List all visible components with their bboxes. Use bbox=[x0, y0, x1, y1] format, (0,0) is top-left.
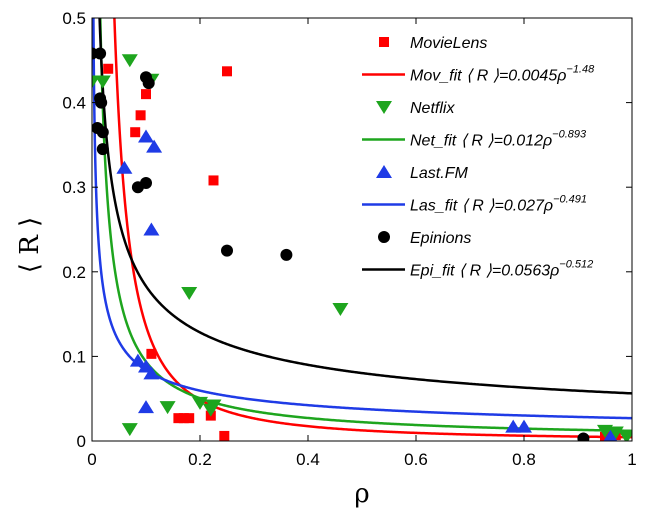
legend-net-fit-label: Net_fit ⟨ R ⟩=0.012ρ−0.893 bbox=[410, 129, 587, 150]
x-tick-label: 0.6 bbox=[404, 450, 428, 469]
last-fm-point bbox=[516, 419, 532, 433]
legend-las-fit-exponent: −0.491 bbox=[553, 194, 587, 206]
netflix-point bbox=[121, 54, 138, 68]
axes-layer: 0 0.2 0.4 0.6 0.8 1 0 0.1 0.2 0.3 0.4 0.5 bbox=[62, 9, 636, 469]
y-tick-label: 0.1 bbox=[62, 347, 86, 366]
legend-netflix-marker bbox=[376, 101, 392, 114]
netflix-point bbox=[181, 286, 198, 300]
legend-mov-fit-exponent: −1.48 bbox=[566, 64, 595, 76]
x-tick-label: 0.4 bbox=[296, 450, 320, 469]
y-tick-label: 0.4 bbox=[62, 94, 86, 113]
legend-movielens-label: MovieLens bbox=[410, 35, 487, 52]
y-tick-label: 0.3 bbox=[62, 178, 86, 197]
legend-net-fit-exponent: −0.893 bbox=[552, 129, 587, 141]
epinions-point bbox=[221, 244, 233, 257]
last-fm-point bbox=[143, 366, 160, 380]
epinions-point bbox=[96, 143, 109, 156]
last-fm-point bbox=[138, 400, 154, 414]
last-fm-point bbox=[603, 429, 618, 441]
last-fm-point bbox=[116, 160, 133, 174]
epinions-point bbox=[96, 126, 109, 139]
legend-epi-fit-exponent: −0.512 bbox=[559, 259, 593, 271]
epinions-point bbox=[140, 176, 152, 189]
movielens-point bbox=[178, 413, 189, 424]
last-fm-point bbox=[146, 139, 163, 153]
movielens-point bbox=[146, 348, 157, 359]
legend-epinions-marker bbox=[378, 231, 390, 243]
epinions-point bbox=[577, 432, 590, 441]
netflix-point bbox=[332, 303, 349, 317]
legend-movielens-marker bbox=[379, 37, 389, 47]
legend-epi-fit-label: Epi_fit ⟨ R ⟩=0.0563ρ−0.512 bbox=[410, 259, 593, 280]
last-fm-point bbox=[505, 419, 522, 433]
legend-last-fm-label: Last.FM bbox=[410, 165, 468, 182]
last-fm-point bbox=[143, 222, 160, 236]
epinions-point bbox=[94, 47, 107, 60]
movielens-point bbox=[141, 89, 151, 100]
legend-las-fit-label: Las_fit ⟨ R ⟩=0.027ρ−0.491 bbox=[410, 194, 587, 215]
legend-netflix-label: Netflix bbox=[410, 100, 455, 117]
netflix-point bbox=[607, 426, 624, 440]
epinions-point bbox=[142, 77, 155, 90]
netflix-point bbox=[121, 423, 138, 437]
netflix-point bbox=[205, 399, 222, 413]
legend: MovieLens Mov_fit ⟨ R ⟩=0.0045ρ−1.48 Netfl… bbox=[362, 35, 595, 280]
x-tick-label: 0.2 bbox=[188, 450, 212, 469]
las-fit-curve bbox=[92, 18, 632, 420]
last-fm-point bbox=[138, 129, 154, 143]
y-tick-label: 0 bbox=[77, 432, 86, 451]
netflix-point bbox=[159, 401, 176, 415]
movielens-point bbox=[135, 110, 146, 121]
netflix-point bbox=[618, 430, 632, 441]
movielens-point bbox=[173, 413, 184, 424]
axes-frame bbox=[91, 17, 633, 442]
y-axis-label: ⟨ R ⟩ bbox=[15, 217, 45, 273]
movielens-point bbox=[103, 63, 114, 74]
x-tick-label: 0 bbox=[87, 450, 96, 469]
y-tick-label: 0.2 bbox=[62, 263, 86, 282]
legend-mov-fit-label: Mov_fit ⟨ R ⟩=0.0045ρ−1.48 bbox=[410, 64, 595, 85]
x-tick-label: 0.8 bbox=[512, 450, 536, 469]
movielens-point bbox=[222, 66, 232, 77]
epinions-point bbox=[280, 248, 293, 261]
movielens-point bbox=[184, 413, 195, 424]
movielens-point bbox=[130, 127, 141, 138]
movielens-point bbox=[219, 430, 230, 441]
netflix-point bbox=[94, 75, 111, 89]
x-axis-label: ρ bbox=[354, 479, 369, 509]
movielens-point bbox=[208, 175, 219, 186]
legend-last-fm-marker bbox=[376, 165, 392, 178]
last-fm-point bbox=[129, 353, 146, 367]
x-tick-label: 1 bbox=[627, 450, 636, 469]
y-tick-label: 0.5 bbox=[62, 9, 86, 28]
epinions-point bbox=[95, 96, 108, 109]
data-layer bbox=[92, 18, 632, 441]
legend-epinions-label: Epinions bbox=[410, 230, 471, 247]
netflix-point bbox=[192, 396, 208, 410]
